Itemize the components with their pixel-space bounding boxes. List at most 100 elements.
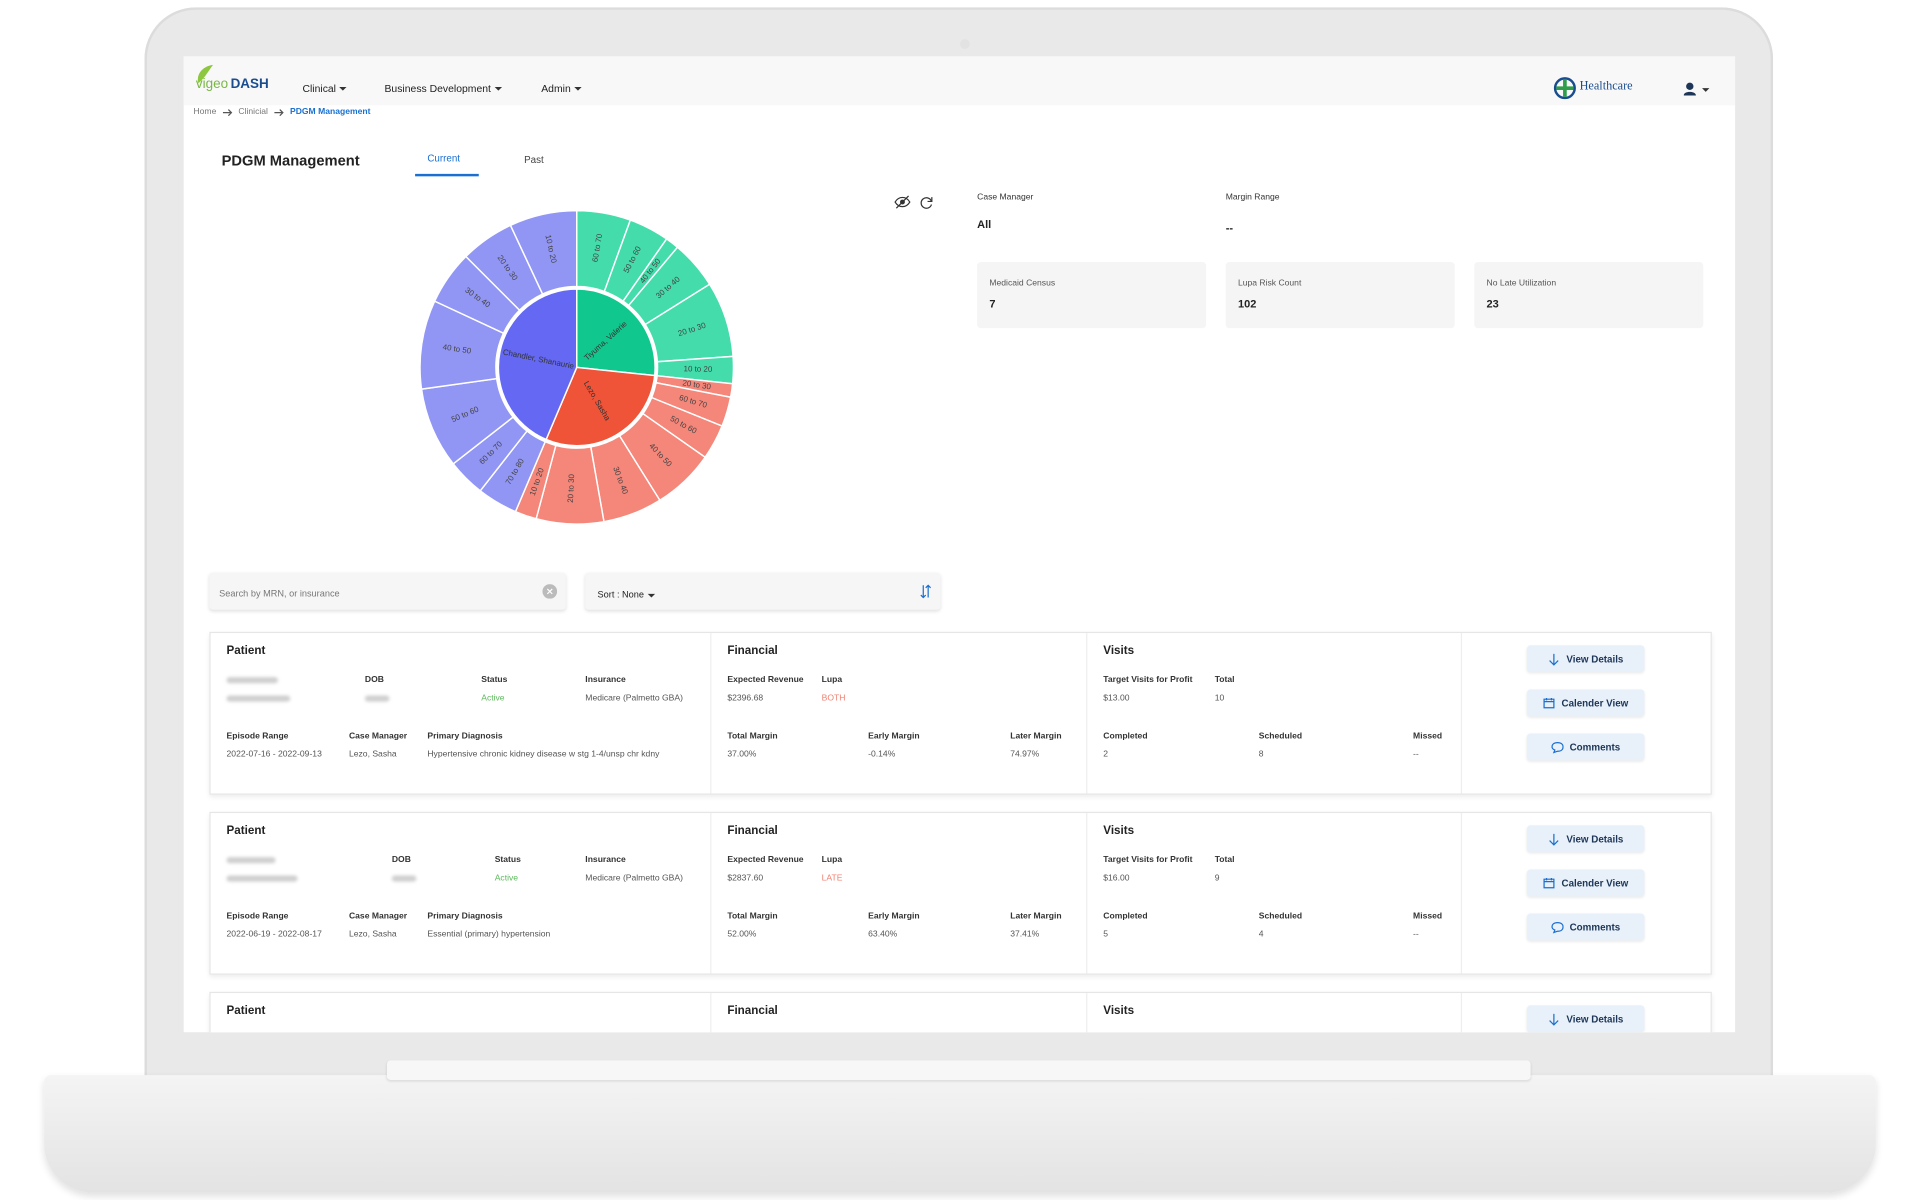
- stat-label: Lupa Risk Count: [1237, 279, 1302, 288]
- field-label: Expected Revenue: [727, 855, 804, 865]
- field-value: $13.00: [1103, 694, 1130, 703]
- section-divider: [1086, 993, 1088, 1033]
- nav-item-text: Business Development: [384, 82, 491, 95]
- button-icon: [1551, 741, 1564, 753]
- action-button[interactable]: View Details: [1526, 645, 1645, 673]
- action-button[interactable]: View Details: [1526, 1005, 1645, 1033]
- field-value: Lezo, Sasha: [348, 750, 397, 760]
- field-value: 8: [1258, 750, 1264, 760]
- breadcrumb-arrow: [274, 108, 284, 116]
- field-value: 9: [1214, 874, 1220, 883]
- field-label: Lupa: [821, 675, 843, 685]
- user-menu[interactable]: [1683, 80, 1710, 102]
- refresh-icon[interactable]: [920, 196, 933, 209]
- field-label: Case Manager: [348, 912, 408, 921]
- field-value: --: [1413, 750, 1419, 760]
- navbar: [183, 56, 1736, 106]
- button-text: View Details: [1566, 833, 1624, 845]
- nav-item[interactable]: Clinical: [302, 82, 348, 95]
- filter-value[interactable]: All: [977, 217, 992, 231]
- tab[interactable]: Past: [524, 154, 544, 166]
- stat-card: No Late Utilization 23: [1474, 262, 1704, 329]
- section-title: Patient: [226, 644, 266, 658]
- sort-text: Sort : None: [597, 588, 645, 601]
- field-value: Hypertensive chronic kidney disease w st…: [427, 750, 660, 760]
- nav-item[interactable]: Business Development: [384, 82, 502, 95]
- button-text: Calender View: [1561, 697, 1629, 709]
- section-title: Patient: [226, 1004, 266, 1018]
- button-text: View Details: [1566, 653, 1624, 665]
- field-label: Scheduled: [1258, 912, 1303, 921]
- sort-box[interactable]: [585, 573, 941, 610]
- blurred-text: [226, 857, 276, 864]
- hide-icon[interactable]: [894, 195, 911, 210]
- field-value: 74.97%: [1010, 750, 1040, 760]
- stat-label: Medicaid Census: [989, 279, 1056, 288]
- clear-icon[interactable]: [542, 584, 558, 599]
- filter-label: Case Manager: [977, 193, 1034, 203]
- sort-dropdown[interactable]: Sort : None: [597, 588, 656, 601]
- section-divider: [1460, 993, 1463, 1033]
- field-label: Status: [494, 855, 521, 865]
- section-title: Visits: [1103, 824, 1135, 838]
- caret: [574, 87, 582, 91]
- field-label: DOB: [364, 675, 384, 685]
- section-divider: [1460, 633, 1463, 794]
- patient-card: Patient Financial Visits View Details: [209, 991, 1712, 1033]
- sunburst-group: [497, 288, 578, 441]
- field-label: Missed: [1413, 732, 1443, 741]
- sunburst-segment: [509, 209, 578, 296]
- action-button[interactable]: View Details: [1526, 825, 1645, 853]
- caret: [1702, 88, 1710, 93]
- field-label: Insurance: [585, 855, 626, 865]
- action-button[interactable]: Calender View: [1526, 869, 1645, 897]
- field-label: Later Margin: [1010, 912, 1062, 921]
- field-value: --: [1413, 930, 1419, 940]
- field-value: Active: [481, 694, 505, 703]
- stat-card: Medicaid Census 7: [977, 262, 1207, 329]
- nav-item-text: Clinical: [302, 82, 337, 95]
- field-value: 37.41%: [1010, 930, 1040, 940]
- field-label: Status: [481, 675, 508, 685]
- field-value: 2022-07-16 - 2022-09-13: [226, 750, 322, 760]
- field-label: Total: [1214, 675, 1235, 685]
- partner-logo: Healthcare: [1579, 79, 1633, 94]
- nav-item[interactable]: Admin: [541, 82, 582, 94]
- button-icon: [1543, 697, 1555, 708]
- sort-order-icon[interactable]: [920, 584, 932, 599]
- segment-label: 20 to 30: [566, 473, 576, 503]
- stat-card: Lupa Risk Count 102: [1225, 262, 1455, 329]
- field-label: Target Visits for Profit: [1103, 675, 1193, 685]
- logo-main: vigeo: [195, 77, 229, 92]
- field-value: LATE: [821, 874, 843, 883]
- search-box[interactable]: [209, 573, 566, 610]
- filter-label: Margin Range: [1225, 193, 1280, 203]
- action-button[interactable]: Comments: [1526, 733, 1645, 761]
- field-label: Lupa: [821, 855, 843, 865]
- filter-value[interactable]: --: [1225, 221, 1234, 234]
- section-divider: [1086, 633, 1088, 794]
- field-value: $16.00: [1103, 874, 1130, 883]
- section-divider: [710, 633, 712, 794]
- button-icon: [1543, 877, 1555, 888]
- breadcrumb: Home Clinicial PDGM Management: [193, 108, 370, 117]
- button-icon: [1549, 833, 1559, 846]
- breadcrumb-arrow: [222, 108, 232, 116]
- breadcrumb-item[interactable]: Clinicial: [238, 107, 268, 117]
- breadcrumb-item[interactable]: Home: [193, 107, 217, 117]
- page-title: PDGM Management: [221, 151, 360, 169]
- field-label: Early Margin: [868, 732, 920, 741]
- field-label: Missed: [1413, 912, 1443, 921]
- stat-value: 102: [1237, 297, 1257, 310]
- button-text: View Details: [1566, 1013, 1624, 1025]
- caret: [339, 87, 348, 91]
- caret: [494, 87, 502, 91]
- sunburst-group: [576, 288, 656, 377]
- tab[interactable]: Current: [427, 153, 461, 165]
- action-button[interactable]: Comments: [1526, 913, 1645, 941]
- field-label: Case Manager: [348, 732, 408, 741]
- field-label: Total: [1214, 855, 1235, 865]
- screen: vigeo DASH Clinical Business Development …: [183, 56, 1736, 1033]
- field-label: Target Visits for Profit: [1103, 855, 1193, 865]
- action-button[interactable]: Calender View: [1526, 689, 1645, 717]
